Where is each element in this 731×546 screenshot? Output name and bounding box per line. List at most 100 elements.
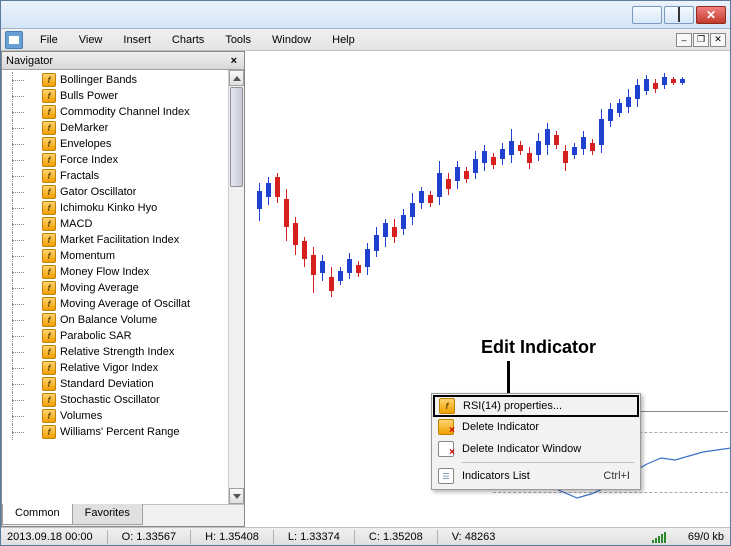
navigator-tree[interactable]: Bollinger Bands Bulls Power Commodity Chan… xyxy=(2,70,244,504)
indicator-item[interactable]: Stochastic Oscillator xyxy=(2,392,244,408)
navigator-scrollbar[interactable] xyxy=(228,70,244,504)
maximize-button[interactable] xyxy=(664,6,694,24)
function-icon xyxy=(42,265,56,279)
candle-body xyxy=(383,223,388,237)
indicator-item[interactable]: On Balance Volume xyxy=(2,312,244,328)
indicator-label: Bulls Power xyxy=(60,90,118,102)
menu-view[interactable]: View xyxy=(69,31,113,49)
navigator-close-button[interactable]: × xyxy=(228,55,240,67)
candle-body xyxy=(545,129,550,145)
indicator-item[interactable]: Standard Deviation xyxy=(2,376,244,392)
tab-favorites[interactable]: Favorites xyxy=(72,504,143,525)
candle-body xyxy=(527,153,532,163)
candle-body xyxy=(419,191,424,203)
context-menu: RSI(14) properties... Delete Indicator D… xyxy=(431,393,641,490)
status-kb: 69/0 kb xyxy=(688,531,724,543)
tab-common[interactable]: Common xyxy=(2,504,73,525)
child-minimize-button[interactable]: – xyxy=(676,33,692,47)
candle-body xyxy=(356,265,361,273)
menu-tools[interactable]: Tools xyxy=(215,31,261,49)
candle-body xyxy=(275,177,280,197)
scroll-up-button[interactable] xyxy=(229,70,244,86)
indicator-label: Parabolic SAR xyxy=(60,330,132,342)
indicator-item[interactable]: Moving Average of Oscillat xyxy=(2,296,244,312)
candle-body xyxy=(662,77,667,85)
indicator-label: Relative Strength Index xyxy=(60,346,174,358)
function-icon xyxy=(42,105,56,119)
function-icon xyxy=(42,313,56,327)
indicator-item[interactable]: Parabolic SAR xyxy=(2,328,244,344)
candle-body xyxy=(446,179,451,189)
candle-body xyxy=(392,227,397,237)
context-menu-separator xyxy=(462,462,634,463)
candle-body xyxy=(374,235,379,251)
indicator-label: Volumes xyxy=(60,410,102,422)
indicator-label: Moving Average of Oscillat xyxy=(60,298,190,310)
candle-body xyxy=(680,79,685,83)
menu-help[interactable]: Help xyxy=(322,31,365,49)
indicator-label: Bollinger Bands xyxy=(60,74,137,86)
candle-body xyxy=(653,83,658,89)
candle-body xyxy=(428,195,433,203)
candle-body xyxy=(563,151,568,163)
indicator-item[interactable]: Moving Average xyxy=(2,280,244,296)
cm-label: Delete Indicator xyxy=(462,421,539,433)
cm-item-delete-indicator[interactable]: Delete Indicator xyxy=(434,416,638,438)
indicator-item[interactable]: Money Flow Index xyxy=(2,264,244,280)
indicator-label: Money Flow Index xyxy=(60,266,149,278)
navigator-panel: Navigator × Bollinger Bands Bulls Power Co… xyxy=(1,51,245,527)
indicator-item[interactable]: DeMarker xyxy=(2,120,244,136)
indicator-item[interactable]: Commodity Channel Index xyxy=(2,104,244,120)
candle-body xyxy=(329,277,334,291)
indicator-item[interactable]: Bollinger Bands xyxy=(2,72,244,88)
child-restore-button[interactable]: ❐ xyxy=(693,33,709,47)
candle-body xyxy=(365,249,370,267)
indicator-item[interactable]: Envelopes xyxy=(2,136,244,152)
minimize-button[interactable] xyxy=(632,6,662,24)
navigator-title: Navigator × xyxy=(2,52,244,70)
indicator-label: Stochastic Oscillator xyxy=(60,394,160,406)
candle-body xyxy=(410,203,415,217)
function-icon xyxy=(42,185,56,199)
indicator-item[interactable]: Ichimoku Kinko Hyo xyxy=(2,200,244,216)
indicator-item[interactable]: Gator Oscillator xyxy=(2,184,244,200)
cm-item-indicators-list[interactable]: Indicators List Ctrl+I xyxy=(434,465,638,487)
indicator-item[interactable]: Williams' Percent Range xyxy=(2,424,244,440)
indicator-item[interactable]: Bulls Power xyxy=(2,88,244,104)
function-icon xyxy=(42,73,56,87)
indicator-item[interactable]: Momentum xyxy=(2,248,244,264)
indicator-label: Market Facilitation Index xyxy=(60,234,179,246)
indicator-label: Envelopes xyxy=(60,138,111,150)
candle-body xyxy=(626,97,631,107)
indicator-item[interactable]: Volumes xyxy=(2,408,244,424)
menu-window[interactable]: Window xyxy=(262,31,321,49)
child-close-button[interactable]: ✕ xyxy=(710,33,726,47)
menu-insert[interactable]: Insert xyxy=(113,31,161,49)
indicator-label: On Balance Volume xyxy=(60,314,157,326)
close-button[interactable]: ✕ xyxy=(696,6,726,24)
indicator-label: Gator Oscillator xyxy=(60,186,136,198)
candle-body xyxy=(518,145,523,151)
indicator-item[interactable]: Market Facilitation Index xyxy=(2,232,244,248)
indicator-item[interactable]: Fractals xyxy=(2,168,244,184)
status-datetime: 2013.09.18 00:00 xyxy=(7,531,93,543)
candle-body xyxy=(347,259,352,273)
indicator-item[interactable]: MACD xyxy=(2,216,244,232)
scroll-thumb[interactable] xyxy=(230,87,243,187)
status-high: H: 1.35408 xyxy=(205,531,259,543)
app-icon xyxy=(5,31,23,49)
indicator-item[interactable]: Relative Vigor Index xyxy=(2,360,244,376)
indicator-item[interactable]: Force Index xyxy=(2,152,244,168)
menu-file[interactable]: File xyxy=(30,31,68,49)
scroll-down-button[interactable] xyxy=(229,488,244,504)
indicator-label: Relative Vigor Index xyxy=(60,362,158,374)
candle-body xyxy=(572,147,577,155)
status-volume: V: 48263 xyxy=(452,531,496,543)
cm-item-properties[interactable]: RSI(14) properties... xyxy=(433,395,639,417)
menu-charts[interactable]: Charts xyxy=(162,31,214,49)
indicator-item[interactable]: Relative Strength Index xyxy=(2,344,244,360)
function-icon xyxy=(42,329,56,343)
cm-item-delete-window[interactable]: Delete Indicator Window xyxy=(434,438,638,460)
status-close: C: 1.35208 xyxy=(369,531,423,543)
indicator-label: Ichimoku Kinko Hyo xyxy=(60,202,157,214)
